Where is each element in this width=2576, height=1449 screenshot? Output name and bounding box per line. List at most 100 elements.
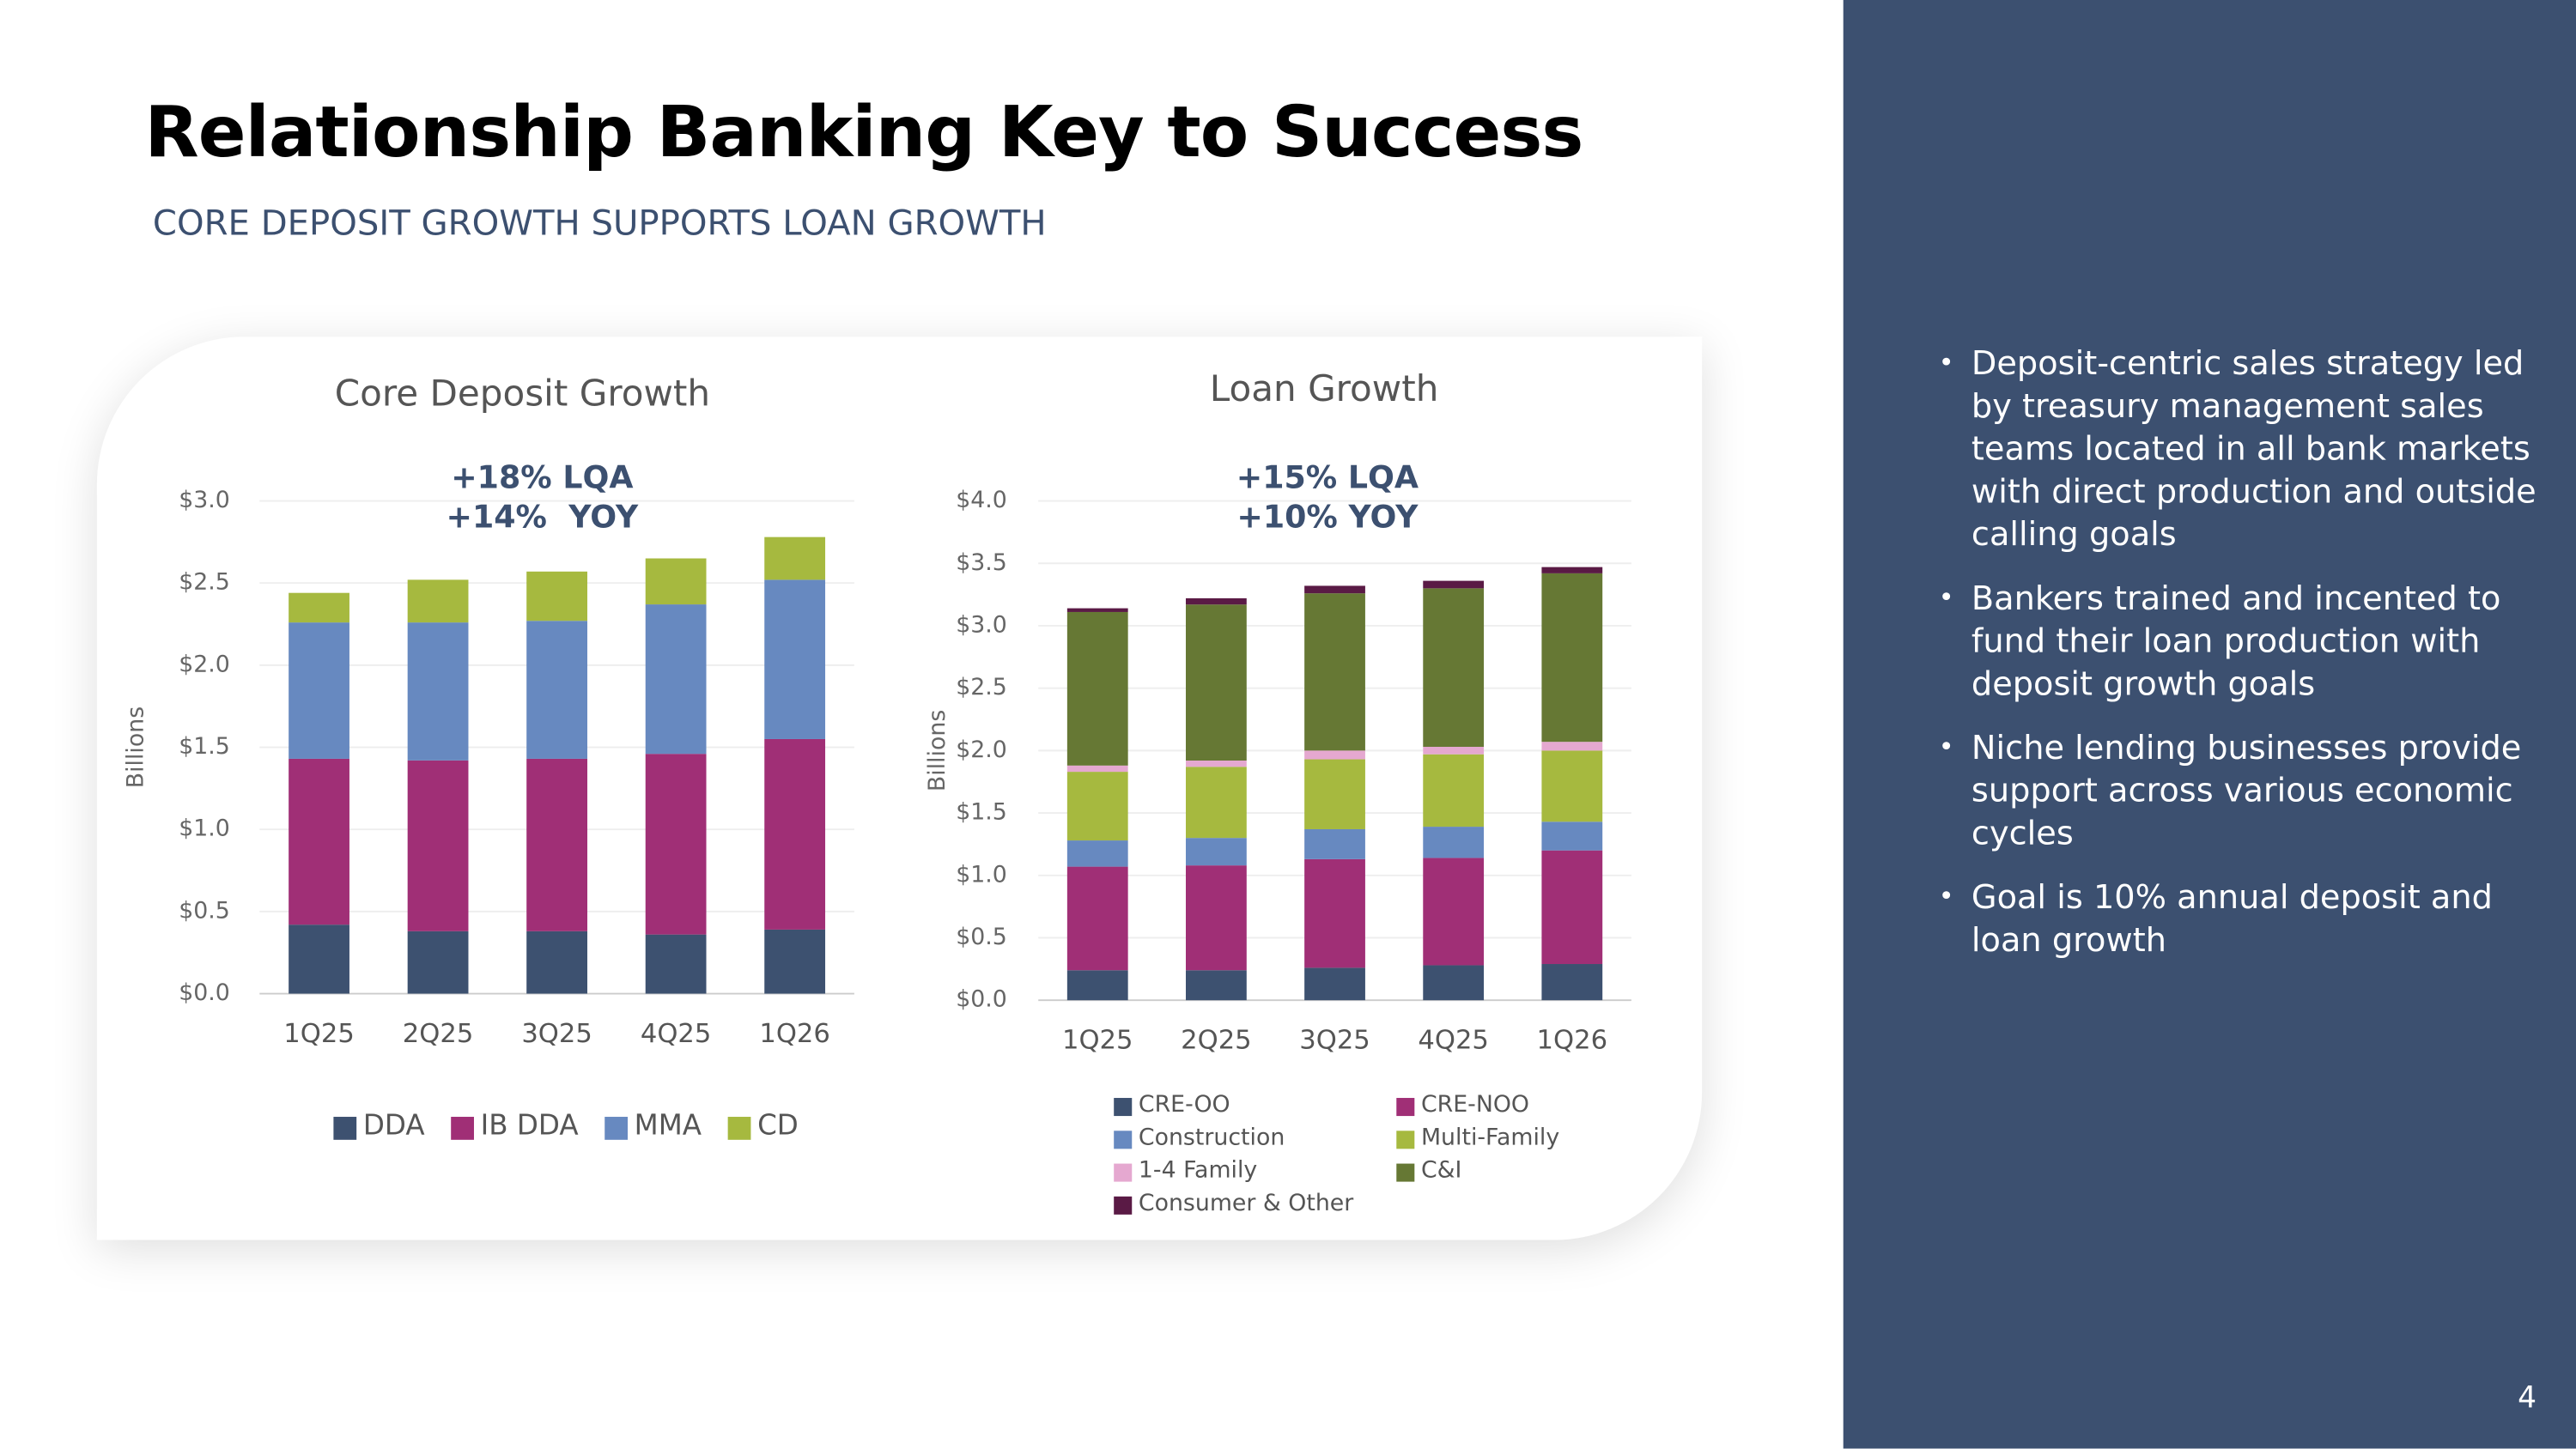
bar-segment (1541, 742, 1603, 751)
legend-label: CD (757, 1109, 799, 1142)
page-number: 4 (2518, 1381, 2537, 1416)
x-tick-label: 3Q25 (521, 1019, 592, 1049)
bar-segment (1304, 967, 1365, 1001)
legend-swatch (1114, 1098, 1133, 1117)
annotation: +14% YOY (447, 499, 639, 536)
legend-label: MMA (635, 1109, 702, 1142)
legend-swatch (1114, 1163, 1133, 1182)
x-tick-label: 2Q25 (403, 1019, 474, 1049)
bar-segment (1423, 588, 1485, 748)
legend-swatch (1114, 1196, 1133, 1215)
x-tick-label: 3Q25 (1299, 1026, 1370, 1056)
bar-segment (407, 931, 469, 994)
legend-label: Consumer & Other (1139, 1190, 1353, 1216)
x-tick-label: 1Q26 (1537, 1026, 1608, 1056)
bar-segment (289, 622, 349, 759)
legend-swatch (1396, 1163, 1415, 1182)
y-tick-label: $0.5 (179, 897, 230, 924)
legend-swatch (605, 1117, 629, 1140)
bar-segment (1304, 858, 1365, 968)
x-tick-label: 1Q25 (1062, 1026, 1133, 1056)
bullet-list: Deposit-centric sales strategy led by tr… (1939, 342, 2547, 982)
legend-label: 1-4 Family (1139, 1157, 1258, 1184)
y-tick-label: $2.5 (179, 569, 230, 596)
legend-label: IB DDA (481, 1109, 579, 1142)
bar-segment (407, 760, 469, 931)
bar-segment (1541, 822, 1603, 851)
bar-segment (1304, 828, 1365, 859)
legend-label: Multi-Family (1421, 1124, 1559, 1150)
bar-segment (764, 537, 826, 580)
y-tick-label: $3.0 (179, 487, 230, 513)
bar-segment (1066, 611, 1128, 766)
bar-segment (289, 592, 349, 623)
legend-swatch (1396, 1131, 1415, 1149)
bar-segment (1304, 593, 1365, 751)
bar-segment (1066, 608, 1128, 612)
bar-segment (1185, 760, 1247, 767)
title: Relationship Banking Key to Success (144, 92, 1583, 174)
bar-segment (289, 925, 349, 994)
y-tick-label: $0.5 (956, 924, 1007, 950)
bullet: Deposit-centric sales strategy led by tr… (1939, 342, 2547, 555)
y-tick-label: $1.0 (179, 815, 230, 842)
annotation: +10% YOY (1236, 499, 1419, 536)
y-tick-label: $0.0 (179, 979, 230, 1006)
bar-segment (1066, 866, 1128, 971)
legend-swatch (1396, 1098, 1415, 1117)
bar-segment (1541, 850, 1603, 965)
legend-label: CRE-OO (1139, 1091, 1230, 1118)
bar-segment (764, 929, 826, 994)
x-tick-label: 1Q25 (283, 1019, 355, 1049)
y-axis-label: Billions (122, 706, 149, 788)
y-tick-label: $1.5 (956, 799, 1007, 826)
y-axis-label: Billions (924, 710, 951, 791)
legend-swatch (333, 1117, 357, 1140)
bar-segment (526, 758, 587, 931)
y-tick-label: $3.0 (956, 611, 1007, 638)
bar-segment (1066, 840, 1128, 867)
annotation: +15% LQA (1236, 459, 1419, 496)
annotation: +18% LQA (451, 459, 633, 496)
legend-swatch (451, 1117, 474, 1140)
bar-segment (1423, 965, 1485, 1001)
bar-segment (1304, 750, 1365, 760)
bullet: Niche lending businesses provide support… (1939, 726, 2547, 854)
x-tick-label: 4Q25 (1418, 1026, 1489, 1056)
x-tick-label: 4Q25 (641, 1019, 712, 1049)
legend-swatch (1114, 1131, 1133, 1149)
y-tick-label: $1.0 (956, 861, 1007, 888)
bar-segment (407, 622, 469, 761)
bar-segment (1185, 970, 1247, 1001)
bar-segment (1185, 597, 1247, 605)
legend-label: C&I (1421, 1157, 1461, 1184)
bar-segment (1423, 827, 1485, 858)
bar-segment (1423, 747, 1485, 755)
y-tick-label: $4.0 (956, 487, 1007, 513)
y-tick-label: $2.0 (956, 737, 1007, 763)
bar-segment (764, 738, 826, 930)
x-tick-label: 2Q25 (1181, 1026, 1252, 1056)
bar-segment (1423, 754, 1485, 828)
bar-segment (1541, 567, 1603, 573)
bar-segment (1304, 585, 1365, 594)
bar-segment (407, 579, 469, 623)
bar-segment (645, 558, 707, 605)
bar-segment (1541, 573, 1603, 743)
legend-label: CRE-NOO (1421, 1091, 1529, 1118)
bar-segment (1066, 765, 1128, 773)
bar-segment (1304, 759, 1365, 829)
y-tick-label: $2.0 (179, 651, 230, 677)
bar-segment (1066, 970, 1128, 1001)
bar-segment (1423, 858, 1485, 966)
bar-segment (289, 758, 349, 925)
y-tick-label: $2.5 (956, 674, 1007, 700)
bar-segment (1066, 772, 1128, 841)
chart-title: Core Deposit Growth (335, 373, 710, 415)
y-tick-label: $1.5 (179, 733, 230, 760)
bar-segment (1185, 767, 1247, 839)
x-tick-label: 1Q26 (759, 1019, 830, 1049)
bar-segment (1185, 838, 1247, 866)
